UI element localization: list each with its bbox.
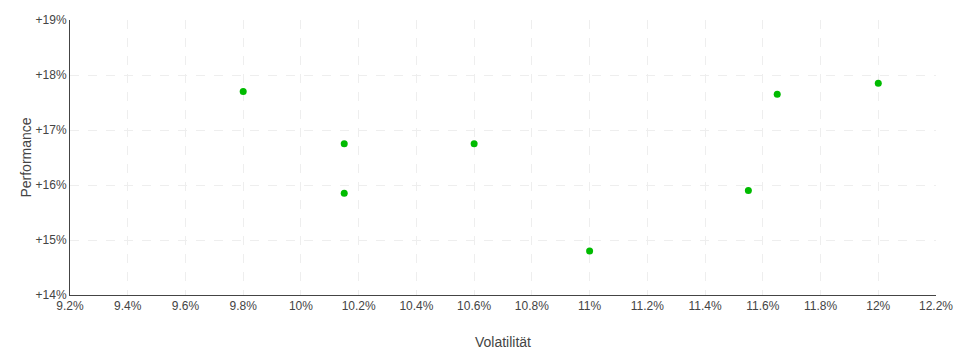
- svg-text:+16%: +16%: [36, 178, 67, 192]
- svg-text:11.2%: 11.2%: [631, 299, 664, 313]
- svg-text:12.2%: 12.2%: [919, 299, 953, 313]
- svg-text:10.8%: 10.8%: [515, 299, 549, 313]
- svg-text:Volatilität: Volatilität: [475, 334, 531, 350]
- svg-text:11.6%: 11.6%: [746, 299, 779, 313]
- svg-text:10.2%: 10.2%: [342, 299, 376, 313]
- svg-text:10%: 10%: [289, 299, 313, 313]
- svg-text:10.6%: 10.6%: [457, 299, 491, 313]
- svg-text:9.4%: 9.4%: [114, 299, 142, 313]
- svg-text:12%: 12%: [866, 299, 890, 313]
- svg-text:11.8%: 11.8%: [804, 299, 837, 313]
- svg-text:9.6%: 9.6%: [172, 299, 200, 313]
- svg-text:+14%: +14%: [36, 288, 67, 302]
- svg-text:11.4%: 11.4%: [688, 299, 721, 313]
- svg-text:+17%: +17%: [36, 123, 67, 137]
- svg-text:9.8%: 9.8%: [230, 299, 258, 313]
- svg-text:+18%: +18%: [36, 68, 67, 82]
- svg-text:9.2%: 9.2%: [56, 299, 84, 313]
- svg-text:+15%: +15%: [36, 233, 67, 247]
- svg-text:11%: 11%: [578, 299, 601, 313]
- svg-text:10.4%: 10.4%: [399, 299, 433, 313]
- svg-text:+19%: +19%: [36, 13, 67, 27]
- svg-text:Performance: Performance: [18, 117, 34, 197]
